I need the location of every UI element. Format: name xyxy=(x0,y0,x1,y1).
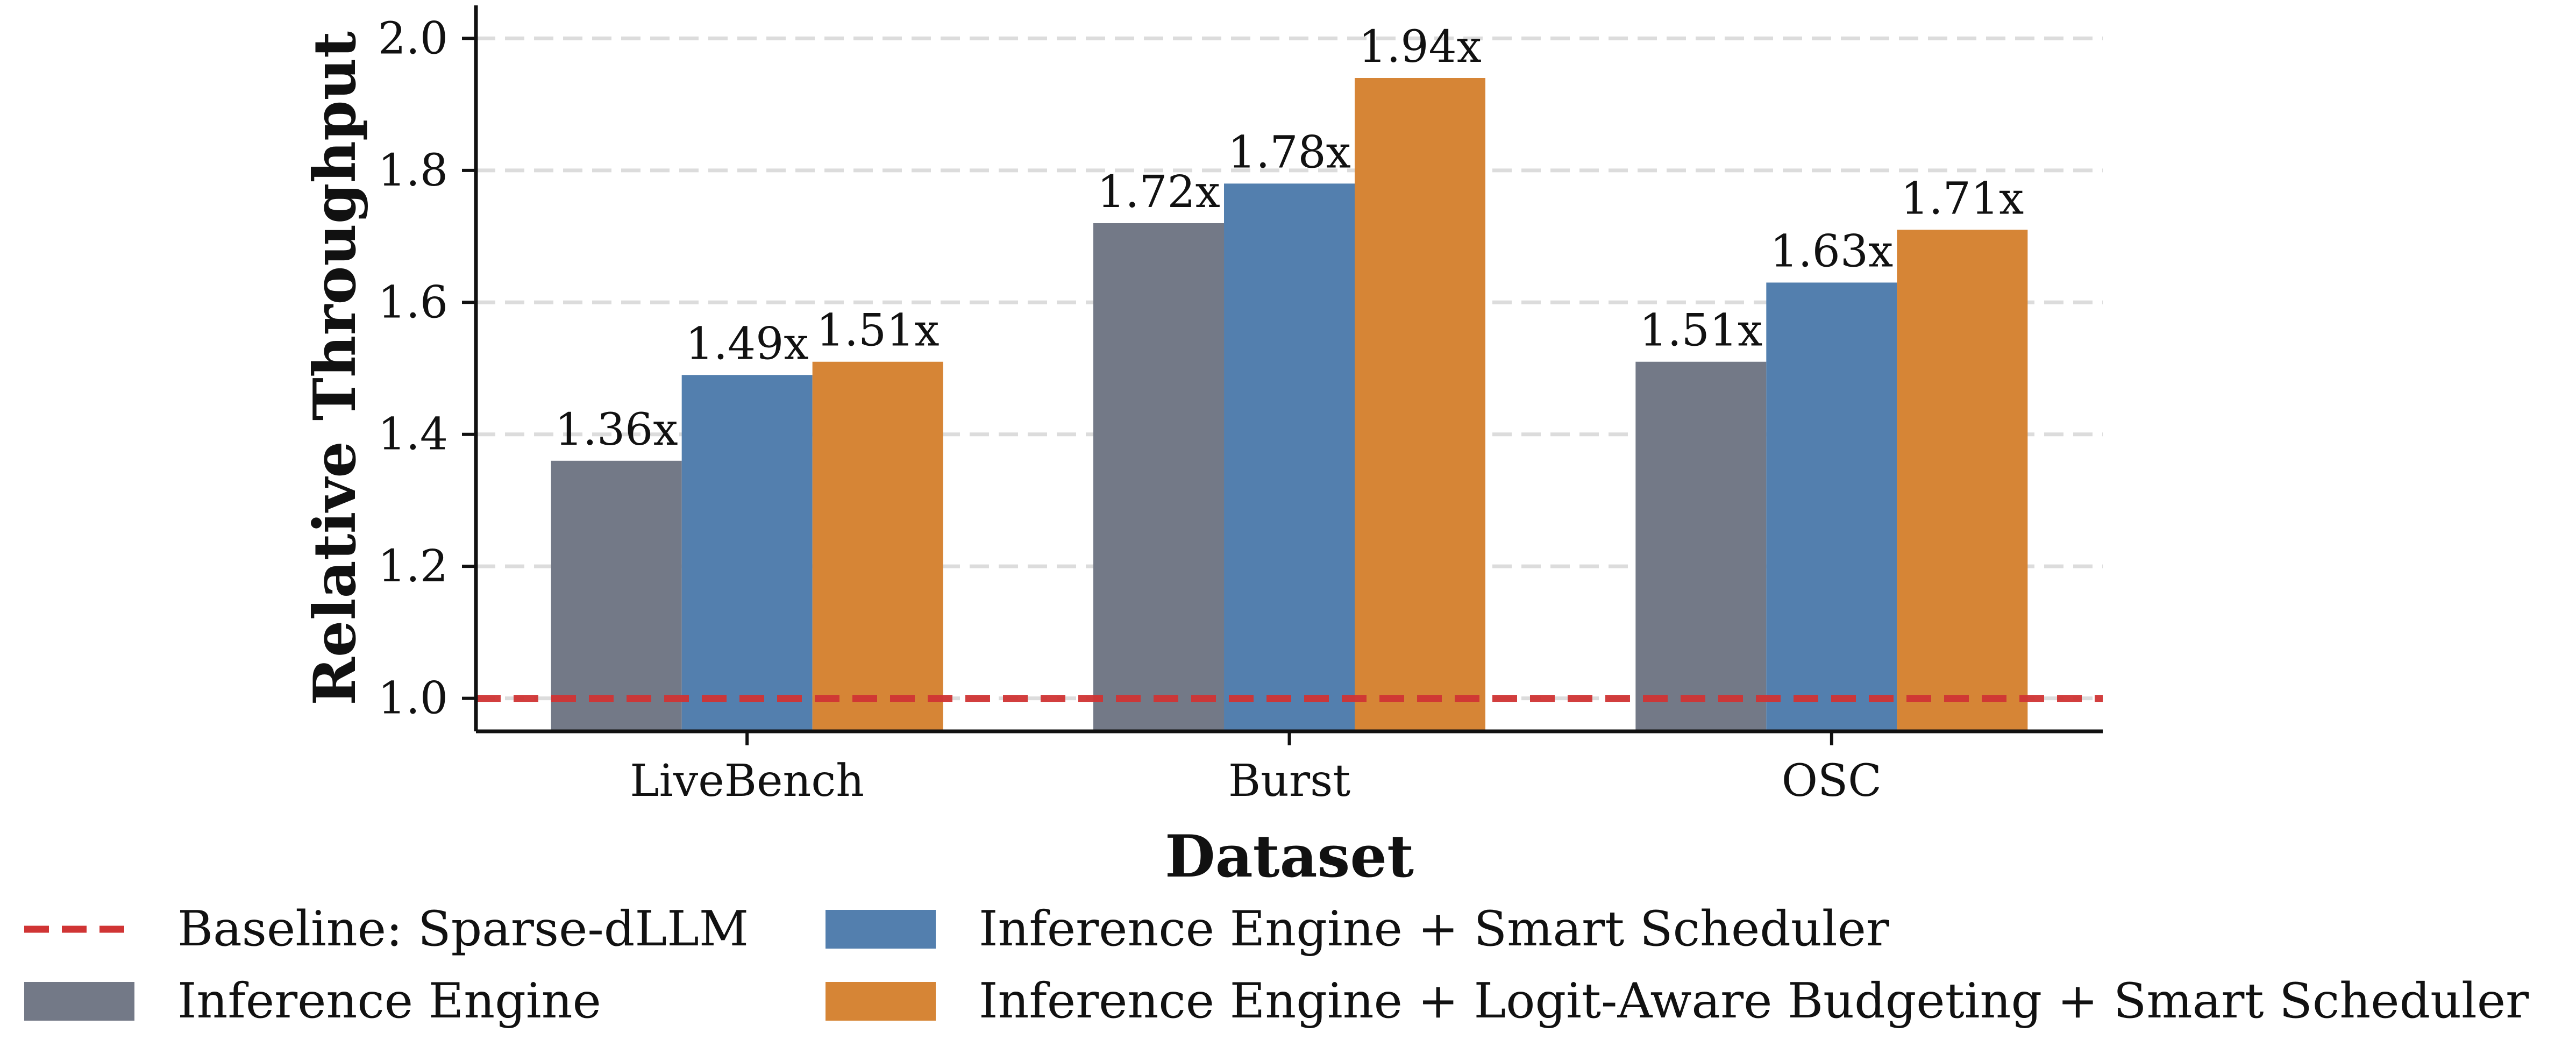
legend-swatch xyxy=(24,982,134,1021)
y-tick-label: 1.4 xyxy=(378,409,448,460)
data-label: 1.51x xyxy=(1639,305,1762,357)
legend-swatch xyxy=(826,910,936,949)
y-tick-label: 1.6 xyxy=(378,277,448,328)
y-tick-label: 1.0 xyxy=(378,673,448,724)
legend: Baseline: Sparse-dLLM Inference Engine Inf… xyxy=(24,901,2529,1029)
bar xyxy=(1355,78,1485,731)
bar xyxy=(551,460,682,731)
bar xyxy=(1635,361,1767,731)
data-label: 1.36x xyxy=(555,404,678,455)
bars xyxy=(551,78,2028,732)
bar xyxy=(1224,183,1355,731)
legend-swatch xyxy=(826,982,936,1021)
data-label: 1.94x xyxy=(1358,22,1482,73)
y-tick-label: 1.2 xyxy=(378,541,448,592)
bar xyxy=(681,375,813,731)
legend-label: Baseline: Sparse-dLLM xyxy=(177,901,749,957)
data-label: 1.78x xyxy=(1228,127,1351,178)
legend-label: Inference Engine + Smart Scheduler xyxy=(979,901,1890,957)
bar xyxy=(812,361,943,731)
y-tick-label: 1.8 xyxy=(378,145,448,196)
y-tick-label: 2.0 xyxy=(378,13,448,64)
y-axis-title: Relative Throughput xyxy=(301,31,369,706)
data-label: 1.72x xyxy=(1097,167,1220,218)
x-tick-label: OSC xyxy=(1782,756,1882,807)
x-tick-label: Burst xyxy=(1228,756,1350,807)
axes: 1.0 1.2 1.4 1.6 1.8 2.0 LiveBench Burst OSC Datas… xyxy=(301,5,2103,891)
data-label: 1.51x xyxy=(816,305,940,357)
x-axis-title: Dataset xyxy=(1165,823,1414,891)
legend-label: Inference Engine xyxy=(177,973,601,1029)
x-tick-label: LiveBench xyxy=(630,756,864,807)
data-label: 1.71x xyxy=(1901,173,2024,224)
data-label: 1.49x xyxy=(686,318,809,369)
bar xyxy=(1093,223,1224,731)
legend-label: Inference Engine + Logit-Aware Budgeting… xyxy=(979,973,2529,1029)
bar xyxy=(1766,282,1897,731)
bar xyxy=(1897,230,2028,732)
data-label: 1.63x xyxy=(1770,226,1893,277)
